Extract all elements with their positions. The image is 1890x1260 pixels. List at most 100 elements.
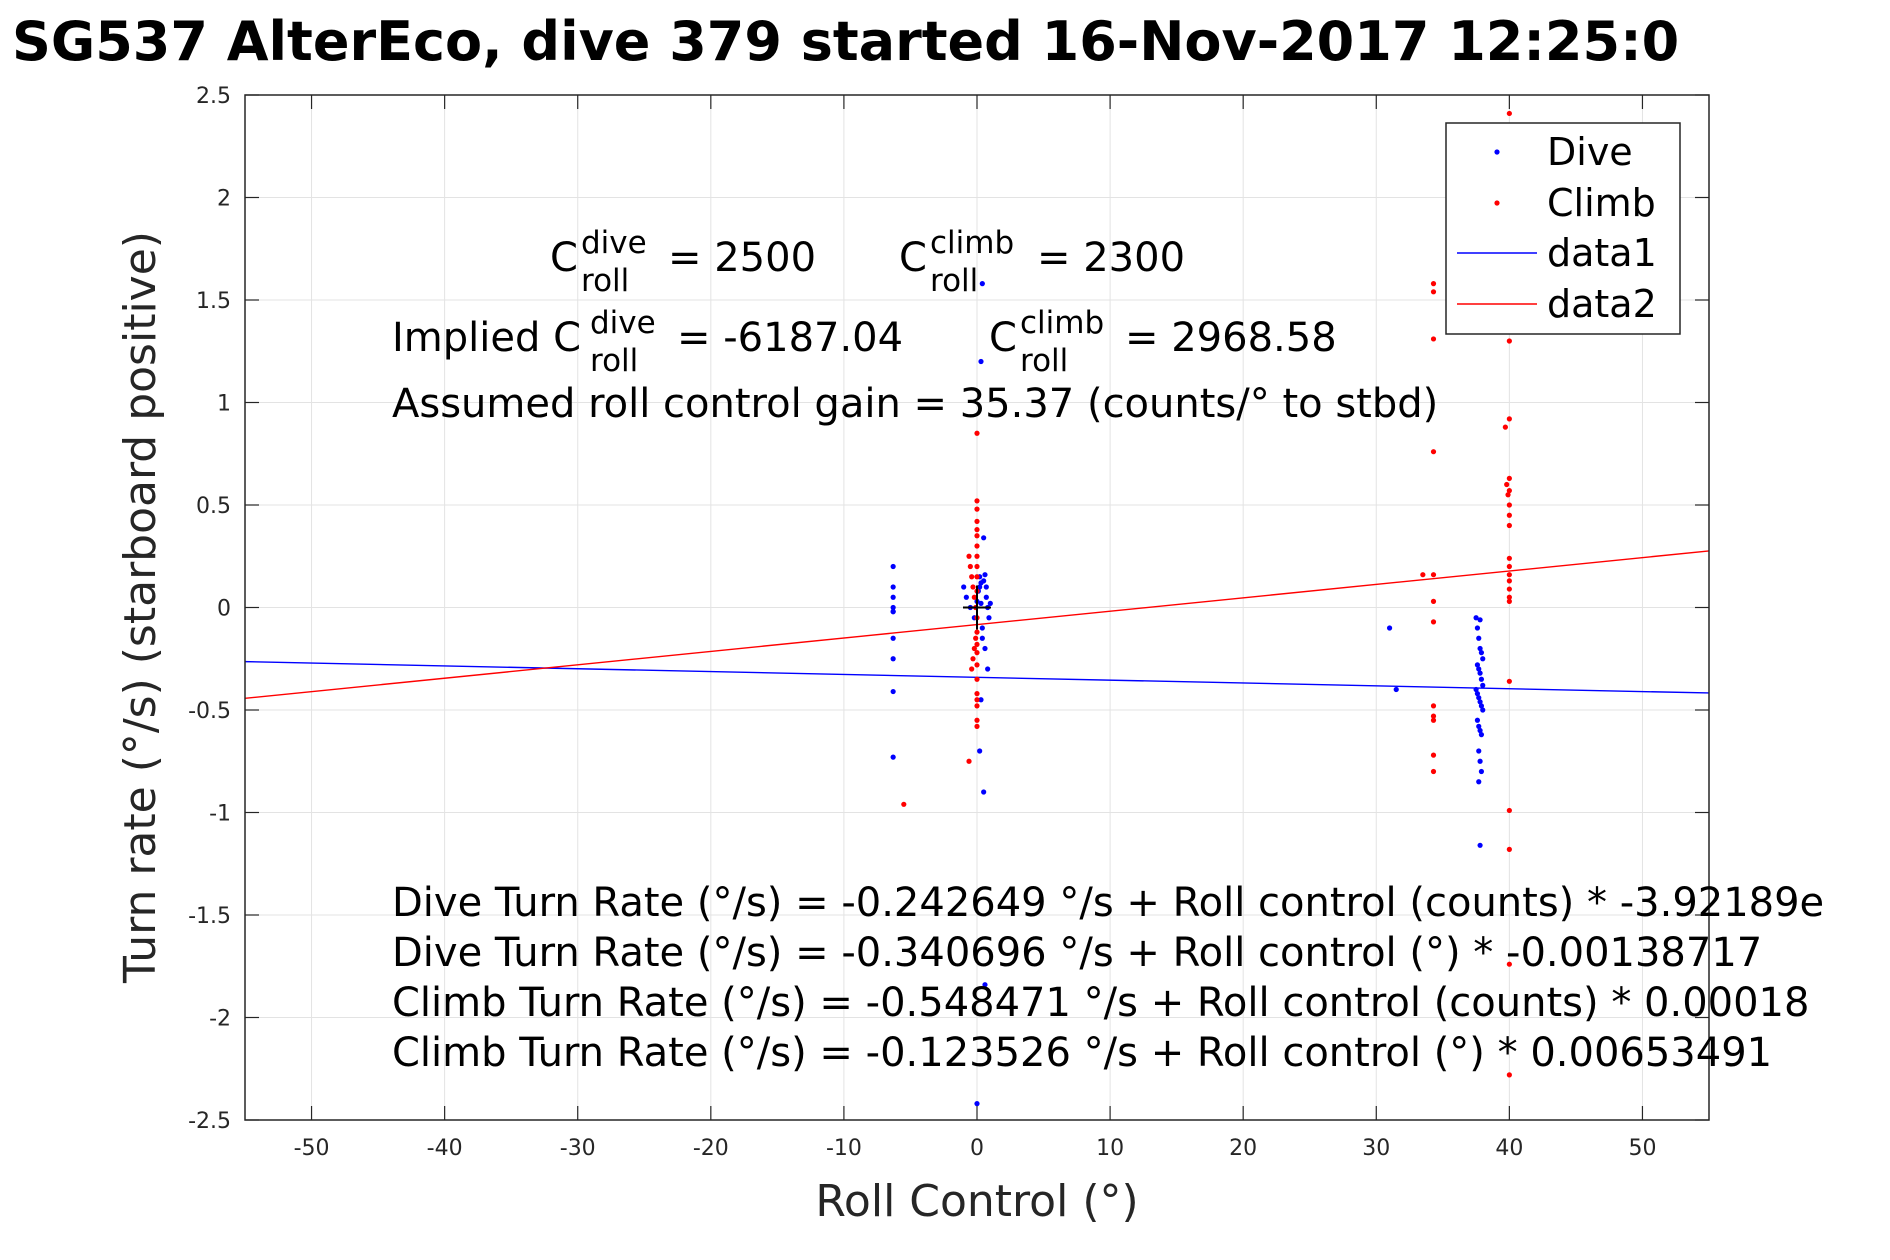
point-climb: [974, 650, 980, 656]
y-tick-label: 0.5: [196, 494, 231, 519]
x-tick-label: 40: [1495, 1136, 1523, 1161]
point-climb: [1506, 338, 1512, 344]
point-dive: [890, 594, 896, 600]
point-dive: [986, 615, 992, 621]
point-dive: [1473, 686, 1479, 693]
c-climb-base: C: [899, 235, 927, 281]
point-dive: [1474, 625, 1481, 631]
point-climb: [1430, 336, 1437, 342]
y-axis-label: Turn rate (°/s) (starboard positive): [115, 231, 166, 984]
point-dive: [981, 789, 987, 795]
point-climb: [974, 527, 980, 533]
point-dive: [983, 594, 989, 600]
point-climb: [974, 703, 980, 709]
point-climb: [974, 697, 980, 703]
point-dive: [974, 1101, 980, 1107]
y-tick-label: 0: [217, 597, 231, 622]
point-dive: [979, 635, 985, 641]
x-tick-label: -50: [294, 1136, 330, 1161]
c-climb-value: = 2300: [1037, 235, 1185, 281]
point-climb: [1506, 502, 1512, 508]
point-climb: [901, 801, 907, 807]
implied-climb-sup: climb: [1020, 305, 1104, 341]
point-climb: [1506, 416, 1512, 422]
point-dive: [1480, 682, 1486, 689]
legend: Dive Climb data1 data2: [1445, 122, 1681, 335]
implied-climb-value: = 2968.58: [1125, 315, 1337, 361]
point-dive: [981, 535, 987, 541]
point-dive: [1476, 779, 1482, 785]
point-climb: [973, 635, 979, 641]
axis-ticks: -50 -40 -30 -20 -10 0 10 20 30 40 50-2.5-2-1.5-1-0…: [188, 84, 1709, 1161]
x-tick-label: -40: [427, 1136, 463, 1161]
legend-marker-dive: [1494, 149, 1500, 155]
point-dive: [1477, 670, 1483, 676]
legend-label-climb: Climb: [1547, 181, 1656, 225]
point-dive: [961, 584, 967, 590]
legend-marker-climb: [1494, 200, 1500, 206]
point-climb: [1430, 703, 1437, 709]
point-climb: [1430, 281, 1437, 287]
y-tick-label: -0.5: [188, 699, 231, 724]
point-climb: [1430, 449, 1437, 455]
legend-label-data2: data2: [1547, 282, 1657, 326]
point-climb: [1502, 424, 1508, 430]
point-climb: [974, 543, 980, 549]
implied-prefix: Implied C: [392, 315, 581, 361]
point-dive: [1477, 645, 1483, 652]
point-climb: [974, 662, 980, 668]
point-dive: [1476, 635, 1482, 641]
point-climb: [1430, 768, 1437, 775]
point-dive: [1478, 676, 1485, 682]
point-dive: [985, 666, 991, 672]
point-climb: [1430, 752, 1437, 758]
point-climb: [1430, 717, 1437, 723]
point-climb: [1430, 572, 1437, 578]
point-climb: [1430, 598, 1437, 604]
point-climb: [1506, 678, 1512, 684]
point-dive: [890, 754, 896, 760]
point-climb: [969, 666, 975, 672]
point-dive: [978, 697, 984, 703]
point-dive: [1478, 650, 1485, 656]
point-climb: [1506, 555, 1512, 561]
x-tick-label: 50: [1628, 1136, 1656, 1161]
point-climb: [1506, 594, 1512, 600]
point-climb: [1506, 488, 1512, 494]
point-dive: [963, 594, 969, 600]
point-climb: [974, 629, 980, 635]
c-climb-sub: roll: [930, 263, 978, 299]
c-dive-base: C: [550, 235, 578, 281]
point-climb: [1506, 586, 1512, 592]
c-climb-sup: climb: [930, 225, 1014, 261]
point-climb: [1430, 713, 1437, 719]
point-dive: [1474, 717, 1481, 723]
y-tick-label: 1.5: [196, 289, 231, 314]
point-dive: [982, 982, 988, 988]
point-dive: [1478, 703, 1485, 709]
point-climb: [1506, 522, 1512, 529]
annotation-climb-eq-counts: Climb Turn Rate (°/s) = -0.548471 °/s + …: [392, 980, 1809, 1026]
point-dive: [1477, 842, 1483, 848]
point-climb: [1505, 492, 1511, 498]
point-climb: [1506, 598, 1512, 604]
y-tick-label: 2: [217, 187, 231, 212]
point-climb: [1506, 110, 1512, 117]
point-dive: [983, 584, 989, 590]
point-climb: [971, 645, 977, 652]
point-climb: [1504, 481, 1510, 488]
point-climb: [1506, 1072, 1512, 1078]
point-dive: [1476, 666, 1482, 672]
point-climb: [1420, 572, 1426, 578]
point-dive: [1473, 615, 1479, 621]
point-dive: [890, 688, 896, 695]
legend-box: [1445, 122, 1681, 335]
point-dive: [1476, 748, 1482, 754]
point-dive: [890, 609, 896, 615]
y-tick-label: -2: [209, 1007, 231, 1032]
point-dive: [979, 281, 985, 287]
annotation-dive-eq-counts: Dive Turn Rate (°/s) = -0.242649 °/s + R…: [392, 880, 1824, 926]
x-tick-label: 30: [1362, 1136, 1390, 1161]
point-climb: [974, 533, 980, 539]
